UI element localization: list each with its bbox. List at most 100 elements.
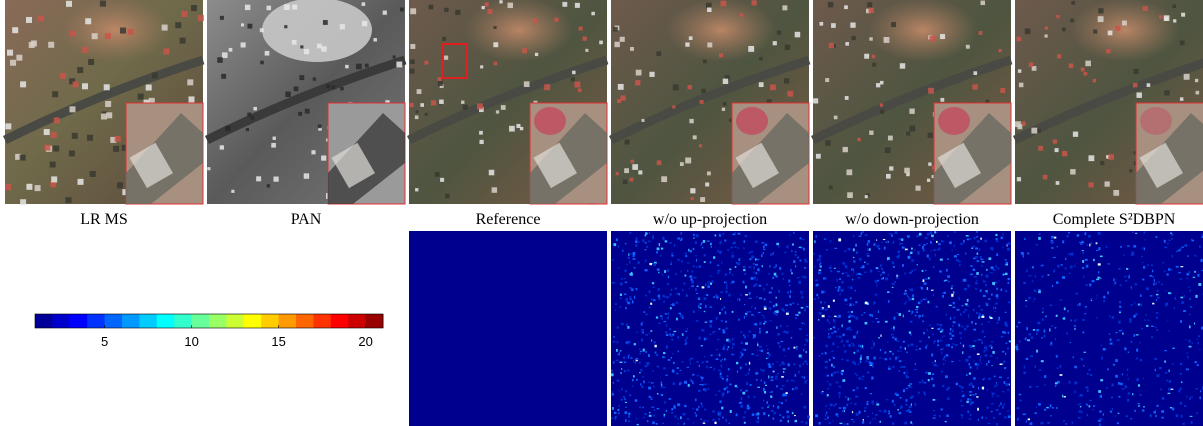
error-speck [744,316,745,319]
error-speck [927,287,928,290]
error-speck [631,288,633,291]
error-speck [615,304,617,305]
error-speck [946,415,948,417]
error-speck [1054,237,1056,239]
error-speck [1074,328,1075,330]
image-feature [599,41,603,45]
error-speck [1005,353,1006,355]
error-speck [660,315,662,317]
error-speck [996,409,999,411]
error-speck [818,272,819,274]
image-feature [1180,40,1185,45]
error-speck [853,260,855,262]
error-speck [1126,268,1128,270]
error-speck [999,413,1001,416]
error-speck [827,381,828,382]
image-feature [383,11,387,15]
error-speck [1157,297,1160,299]
error-speck [946,269,948,272]
error-speck [907,371,908,374]
colorbar-segment [348,314,366,328]
error-speck [844,423,846,425]
image-feature [688,85,692,89]
error-speck [781,376,784,378]
error-speck [983,280,984,283]
error-speck [1033,329,1035,331]
image-feature [816,154,821,159]
error-speck [712,419,715,421]
error-speck [967,398,969,400]
error-speck [975,393,976,394]
error-speck [732,339,733,341]
error-speck [989,316,990,318]
error-speck [857,277,860,278]
caption: Reference [476,211,541,228]
error-speck [813,337,814,338]
error-speck [891,334,894,335]
error-speck [1156,312,1159,314]
error-map-bg [1015,231,1203,426]
error-speck [738,319,739,321]
image-feature [1031,128,1037,134]
error-speck [748,335,749,337]
error-speck [736,386,737,388]
error-speck [1159,367,1162,369]
error-speck [1180,248,1182,250]
error-speck [1027,339,1030,341]
error-speck [1113,364,1115,366]
error-speck [995,307,996,309]
image-feature [828,2,834,8]
image-feature [1173,19,1176,22]
error-speck [949,241,952,244]
image-feature [311,150,315,154]
error-speck [996,265,997,268]
error-speck [993,417,995,419]
image-feature [1070,0,1180,62]
error-speck [799,365,800,368]
error-speck [860,345,862,348]
error-speck [1001,336,1004,338]
image-feature [1100,161,1104,165]
image-feature [773,41,777,45]
error-speck [764,317,765,319]
image-feature [751,0,756,5]
error-speck [689,288,690,290]
error-speck [805,422,807,425]
error-speck [868,362,869,364]
error-speck [835,413,838,415]
error-speck [931,378,933,381]
error-speck [1161,417,1163,419]
error-speck [908,297,910,298]
error-speck [941,408,943,410]
error-speck [898,255,900,257]
error-speck [1005,383,1008,386]
image-feature [305,109,310,114]
error-speck [908,310,910,311]
image-feature [273,177,278,182]
error-speck [842,273,844,274]
error-speck [1180,373,1182,375]
error-speck [702,361,704,363]
error-speck [1093,259,1095,261]
image-feature [1122,21,1127,26]
image-feature [851,36,855,40]
error-speck [891,293,892,294]
error-speck [632,379,634,381]
error-speck [822,315,825,317]
error-speck [623,396,624,398]
error-speck [827,388,830,389]
error-speck [851,343,854,344]
error-speck [695,255,697,256]
error-speck [1170,233,1172,234]
error-speck [837,271,840,272]
error-speck [750,384,752,386]
image-feature [900,63,905,68]
error-speck [847,340,849,343]
error-speck [979,313,981,316]
error-speck [672,369,675,372]
error-speck [794,347,796,349]
error-speck [763,246,765,249]
image-panel [611,0,809,204]
error-speck [959,360,961,361]
image-feature [72,133,78,139]
